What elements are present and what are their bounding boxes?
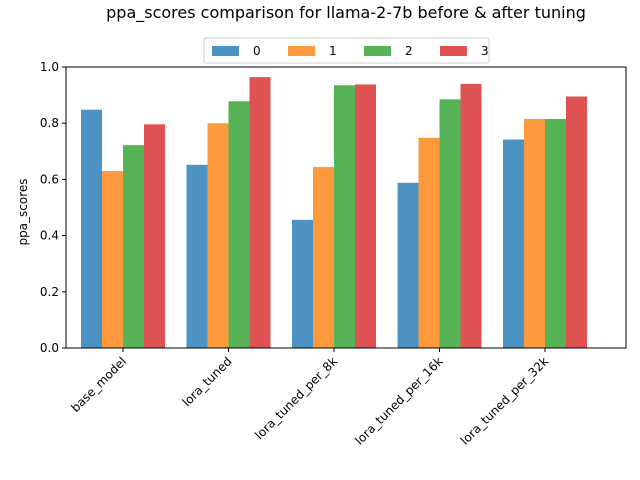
bar-lora_tuned_per_32k-series-1 [524, 118, 545, 349]
y-axis-label: ppa_scores [16, 178, 30, 245]
y-tick-label: 0.4 [40, 229, 59, 243]
y-tick-label: 0.2 [40, 285, 59, 299]
bar-lora_tuned-series-0 [186, 164, 208, 348]
y-tick-label: 0.8 [40, 116, 59, 130]
x-axis: base_model lora_tuned lora_tuned_per_8k lor… [68, 348, 551, 448]
bar-lora_tuned_per_32k-series-3 [566, 96, 587, 348]
legend-label-2: 2 [405, 44, 413, 58]
legend-swatch-3 [440, 46, 467, 56]
y-tick-label: 0.6 [40, 172, 59, 186]
x-tick-label: lora_tuned_per_16k [352, 354, 445, 447]
x-tick-label: lora_tuned [180, 354, 235, 409]
bar-lora_tuned_per_32k-series-2 [545, 118, 566, 349]
chart-title: ppa_scores comparison for llama-2-7b bef… [106, 3, 586, 23]
bar-lora_tuned-series-1 [207, 123, 229, 348]
bar-base_model-series-2 [123, 145, 144, 348]
legend: 0 1 2 3 [203, 37, 490, 64]
bar-lora_tuned_per_16k-series-1 [418, 137, 440, 348]
bar-lora_tuned_per_8k-series-3 [355, 84, 376, 349]
legend-label-3: 3 [481, 44, 489, 58]
plot-frame [65, 66, 627, 349]
bar-base_model-series-0 [81, 109, 102, 349]
x-tick-label: lora_tuned_per_8k [252, 354, 340, 442]
bar-base_model-series-3 [144, 124, 165, 348]
bars [81, 77, 587, 349]
bar-lora_tuned_per_8k-series-1 [313, 167, 334, 348]
x-tick-label: lora_tuned_per_32k [458, 354, 551, 447]
bar-lora_tuned_per_32k-series-0 [503, 139, 524, 348]
bar-lora_tuned-series-2 [228, 101, 250, 348]
bar-lora_tuned_per_16k-series-2 [439, 99, 461, 348]
legend-label-0: 0 [253, 44, 261, 58]
y-tick-label: 0.0 [40, 341, 59, 355]
legend-swatch-1 [288, 46, 315, 56]
bar-lora_tuned_per_8k-series-2 [334, 85, 355, 348]
y-tick-label: 1.0 [40, 60, 59, 74]
bar-lora_tuned_per_16k-series-3 [460, 83, 482, 349]
x-tick-label: base_model [68, 354, 129, 415]
legend-box [203, 37, 490, 64]
bar-lora_tuned_per_8k-series-0 [292, 219, 313, 348]
legend-swatch-2 [364, 46, 391, 56]
legend-label-1: 1 [329, 44, 337, 58]
legend-swatch-0 [212, 46, 239, 56]
bar-lora_tuned-series-3 [249, 77, 271, 349]
bar-lora_tuned_per_16k-series-0 [397, 182, 419, 348]
y-axis: 0.0 0.2 0.4 0.6 0.8 1.0 [40, 60, 66, 355]
bar-base_model-series-1 [102, 170, 123, 348]
